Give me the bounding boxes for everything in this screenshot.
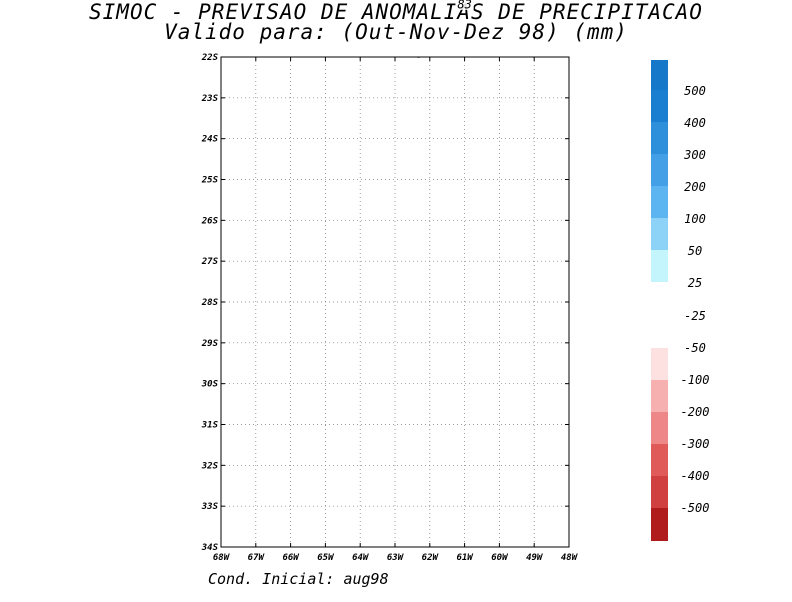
legend-label: 300 <box>683 148 706 162</box>
lon-tick-label: 48W <box>561 553 579 563</box>
lat-tick-label: 22S <box>201 53 219 63</box>
lon-tick-label: 61W <box>456 553 474 563</box>
lon-tick-label: 64W <box>352 553 370 563</box>
legend-label: -300 <box>681 437 710 451</box>
lon-tick-label: 67W <box>248 553 266 563</box>
legend-label: 400 <box>684 116 706 130</box>
legend-label: -100 <box>681 373 710 387</box>
lat-tick-label: 29S <box>201 339 219 349</box>
map-gridlines <box>221 57 569 547</box>
lat-tick-label: 23S <box>201 94 219 104</box>
legend-swatch <box>651 348 668 380</box>
anomaly-label-bg <box>455 0 474 10</box>
legend-swatch <box>651 444 668 476</box>
lat-tick-label: 27S <box>201 257 219 267</box>
lon-tick-label: 68W <box>213 553 231 563</box>
legend-swatch <box>651 122 668 154</box>
lon-tick-label: 62W <box>422 553 440 563</box>
legend-label: 50 <box>688 244 702 258</box>
initial-condition-note: Cond. Inicial: aug98 <box>208 570 389 588</box>
lat-tick-label: 24S <box>201 135 219 145</box>
lon-tick-label: 49W <box>526 553 544 563</box>
legend-label: -25 <box>684 309 706 323</box>
lat-tick-label: 26S <box>201 216 219 226</box>
legend-swatch <box>651 154 668 186</box>
legend-label: 100 <box>684 212 706 226</box>
lat-tick-label: 32S <box>201 461 219 471</box>
map-subtitle: Valido para: (Out-Nov-Dez 98) (mm) <box>164 20 628 44</box>
lon-tick-label: 60W <box>491 553 509 563</box>
lat-tick-label: 28S <box>201 298 219 308</box>
legend-swatch <box>651 250 668 282</box>
shaded-region <box>291 0 423 4</box>
anomaly-shading <box>221 0 555 28</box>
legend-label: -500 <box>681 501 710 515</box>
legend-swatch <box>651 412 668 444</box>
axis-ticks: 68W 67W 66W 65W 64W 63W 62W 61W 60W 49W 48W 22S 23S 2… <box>201 53 579 563</box>
anomaly-label: 83 <box>457 0 471 11</box>
legend-swatch <box>651 380 668 412</box>
legend-label: -50 <box>684 341 706 355</box>
legend-swatch <box>651 186 668 218</box>
lat-tick-label: 30S <box>201 380 219 390</box>
border-line <box>298 0 357 45</box>
anomaly-map: 437883-638052-85110102-7251-48-22-5-1422… <box>201 0 709 563</box>
legend-swatch <box>651 476 668 508</box>
border-line <box>364 0 413 33</box>
lat-tick-label: 33S <box>201 502 219 512</box>
legend-label: -200 <box>681 405 710 419</box>
lon-tick-label: 66W <box>282 553 300 563</box>
lon-tick-label: 63W <box>387 553 405 563</box>
color-legend: 500 400 300 200 100 50 25 -25 -50 -100 -200 -300 -40… <box>651 60 709 541</box>
map-title: SIMOC - PREVISAO DE ANOMALIAS DE PRECIPI… <box>89 0 703 24</box>
legend-label: 200 <box>684 180 706 194</box>
lat-tick-label: 31S <box>201 421 219 431</box>
lon-tick-label: 65W <box>317 553 335 563</box>
legend-swatch <box>651 60 668 90</box>
map-borders <box>298 0 420 58</box>
legend-swatch <box>651 316 668 348</box>
legend-label: 500 <box>684 84 706 98</box>
lat-tick-label: 25S <box>201 176 219 186</box>
legend-label: -400 <box>681 469 710 483</box>
legend-swatch <box>651 90 668 122</box>
lat-tick-label: 34S <box>201 543 219 553</box>
legend-swatch <box>651 218 668 250</box>
legend-swatch <box>651 282 668 314</box>
anomaly-labels: 437883-638052-85110102-7251-48-22-5-1422… <box>455 0 474 11</box>
legend-label: 25 <box>688 276 702 290</box>
legend-swatch <box>651 508 668 541</box>
border-line <box>413 57 420 58</box>
